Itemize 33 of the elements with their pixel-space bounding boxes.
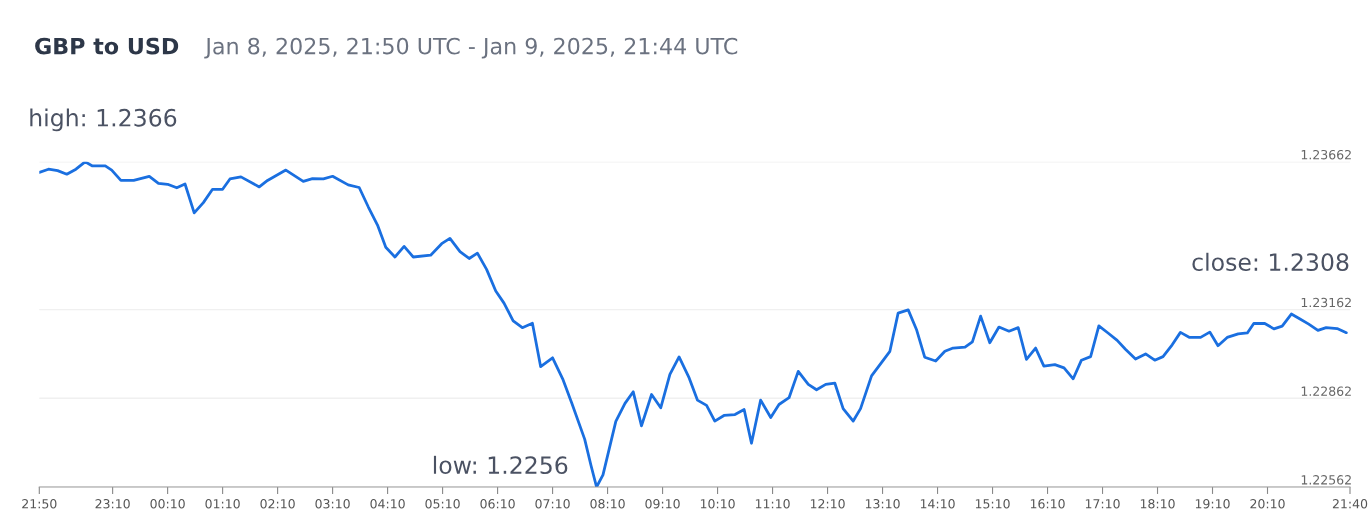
x-tick-label: 12:10 [810,499,845,509]
x-tick-label: 03:10 [315,499,350,509]
x-tick-label: 16:10 [1030,499,1065,509]
x-tick-label: 13:10 [865,499,900,509]
annotation: high: 1.2366 [30,108,177,132]
x-tick-label: 00:10 [150,499,185,509]
x-tick-label: 23:10 [95,499,130,509]
chart-title: GBP to USD [35,37,179,55]
x-tick-label: 10:10 [700,499,735,509]
x-tick-label: 21:40 [1332,499,1368,509]
x-tick-label: 18:10 [1140,499,1175,509]
x-tick-label: 17:10 [1085,499,1120,509]
x-tick-label: 02:10 [260,499,295,509]
x-tick-label: 04:10 [370,499,405,509]
chart-subtitle: Jan 8, 2025, 21:50 UTC - Jan 9, 2025, 21:44 UTC [204,37,738,59]
y-tick-label: 1.23662 [1301,149,1351,160]
annotation: low: 1.2256 [433,455,568,475]
x-tick-label: 07:10 [535,499,570,509]
x-tick-label: 15:10 [975,499,1010,509]
x-tick-label: 08:10 [590,499,625,509]
x-tick-label: 14:10 [920,499,955,509]
annotation: close: 1.2308 [1192,252,1349,272]
y-tick-label: 1.22562 [1301,475,1351,485]
x-tick-label: 21:50 [22,499,57,509]
x-tick-label: 19:10 [1195,499,1230,509]
x-tick-label: 06:10 [480,499,515,509]
x-tick-label: 05:10 [425,499,460,509]
y-tick-label: 1.22862 [1301,386,1351,396]
x-tick-label: 01:10 [205,499,240,509]
x-tick-label: 11:10 [755,499,790,509]
x-tick-label: 09:10 [645,499,680,509]
y-tick-label: 1.23162 [1301,297,1351,308]
x-tick-label: 20:10 [1250,499,1285,509]
